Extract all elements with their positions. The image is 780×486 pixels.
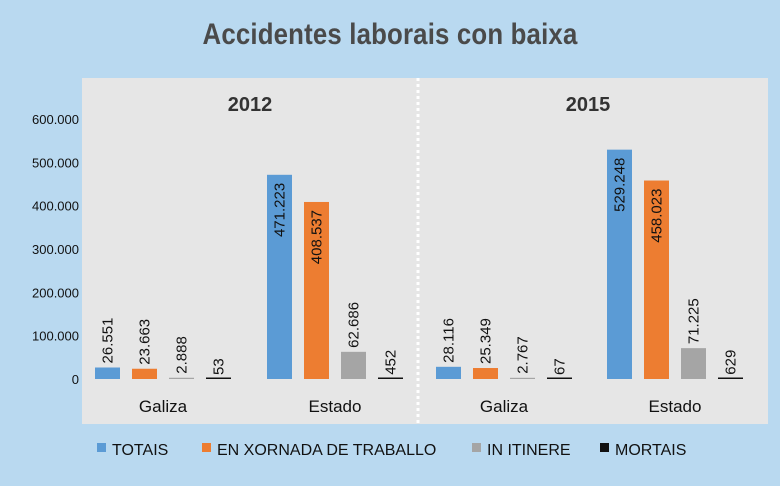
chart-title: Accidentes laborais con baixa: [202, 18, 578, 51]
x-category-label: Galiza: [139, 397, 188, 416]
bar: [510, 377, 535, 379]
data-label: 25.349: [478, 318, 495, 364]
legend-label: EN XORNADA DE TRABALLO: [217, 442, 436, 459]
data-label: 28.116: [441, 318, 458, 363]
y-tick-label: 400.000: [32, 199, 79, 214]
data-label: 452: [383, 350, 400, 375]
data-label: 23.663: [137, 319, 154, 365]
data-label: 53: [211, 358, 228, 375]
data-label: 529.248: [612, 158, 629, 212]
x-category-label: Galiza: [480, 397, 529, 416]
bar: [169, 377, 194, 379]
bar: [206, 377, 231, 379]
y-tick-label: 300.000: [32, 242, 79, 257]
legend-swatch: [202, 443, 211, 452]
x-category-label: Estado: [649, 397, 702, 416]
bar: [607, 149, 632, 379]
data-label: 458.023: [649, 189, 666, 243]
legend-label: MORTAIS: [615, 442, 686, 459]
bar: [132, 368, 157, 379]
bar: [473, 368, 498, 379]
y-tick-label: 100.000: [32, 329, 79, 344]
bar: [95, 367, 120, 379]
legend-label: IN ITINERE: [487, 442, 571, 459]
bar: [681, 348, 706, 379]
data-label: 471.223: [272, 183, 289, 237]
legend: TOTAIS EN XORNADA DE TRABALLO IN ITINERE MO…: [97, 442, 686, 459]
data-label: 26.551: [100, 318, 117, 364]
y-tick-label: 500.000: [32, 155, 79, 170]
data-label: 2.888: [174, 336, 191, 374]
panels: 2012 Galiza 26.551 23.663 2.888 53 Estado 471.2…: [95, 94, 743, 416]
data-label: 62.686: [346, 302, 363, 348]
bar: [304, 201, 329, 379]
y-axis: 0 100.000 200.000 300.000 400.000 500.000 600.…: [32, 112, 79, 387]
data-label: 408.537: [309, 210, 326, 264]
bar: [267, 174, 292, 379]
bar: [718, 377, 743, 379]
legend-label: TOTAIS: [112, 442, 168, 459]
bar: [547, 377, 572, 379]
data-label: 67: [552, 358, 569, 375]
data-label: 629: [723, 350, 740, 375]
bar: [436, 366, 461, 379]
bar: [341, 351, 366, 379]
legend-swatch: [472, 443, 481, 452]
legend-swatch: [600, 443, 609, 452]
data-label: 2.767: [515, 336, 532, 374]
y-tick-label: 200.000: [32, 285, 79, 300]
bar: [378, 377, 403, 379]
y-tick-label: 600.000: [32, 112, 79, 127]
y-tick-label: 0: [72, 372, 79, 387]
panel-title: 2015: [566, 94, 611, 116]
panel-title: 2012: [228, 94, 273, 116]
data-label: 71.225: [686, 298, 703, 344]
bar: [644, 180, 669, 379]
x-category-label: Estado: [309, 397, 362, 416]
legend-swatch: [97, 443, 106, 452]
